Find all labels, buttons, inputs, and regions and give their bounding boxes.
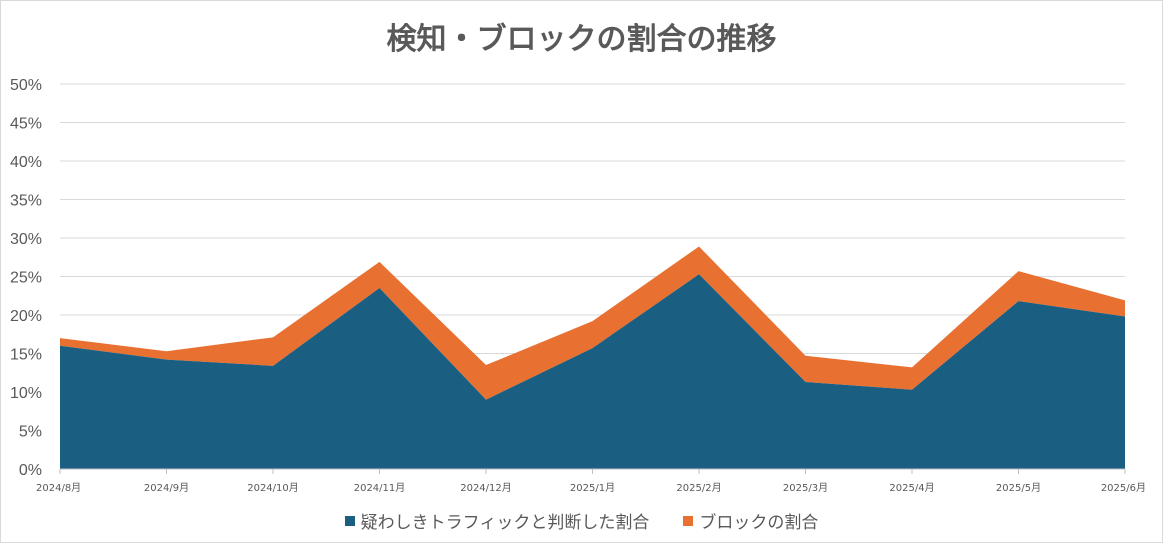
y-tick-label: 40%	[10, 154, 42, 171]
x-tick-label: 2025/5月	[996, 482, 1041, 494]
y-tick-label: 5%	[19, 424, 42, 441]
x-tick-label: 2024/12月	[460, 482, 512, 494]
area-series-block	[60, 246, 1125, 400]
x-tick-label: 2025/3月	[783, 482, 828, 494]
x-tick-label: 2024/8月	[36, 482, 81, 494]
y-tick-label: 0%	[19, 462, 42, 479]
x-tick-label: 2024/10月	[247, 482, 299, 494]
y-tick-label: 45%	[10, 116, 42, 133]
x-tick-label: 2024/11月	[354, 482, 406, 494]
legend-swatch-block	[683, 515, 694, 526]
area-series-suspicious	[60, 274, 1125, 469]
x-tick-label: 2025/6月	[1101, 482, 1146, 494]
y-tick-label: 35%	[10, 193, 42, 210]
y-tick-label: 10%	[10, 385, 42, 402]
x-tick-label: 2025/4月	[889, 482, 934, 494]
y-tick-label: 30%	[10, 231, 42, 248]
x-tick-label: 2025/1月	[570, 482, 615, 494]
legend-label-block: ブロックの割合	[699, 513, 819, 533]
y-tick-label: 15%	[10, 347, 42, 364]
legend-item-suspicious: 疑わしきトラフィックと判断した割合	[344, 508, 650, 533]
chart-title: 検知・ブロックの割合の推移	[386, 22, 777, 57]
x-tick-label: 2025/2月	[676, 482, 721, 494]
y-tick-label: 50%	[10, 77, 42, 94]
y-tick-label: 25%	[10, 270, 42, 287]
legend: 疑わしきトラフィックと判断した割合 ブロックの割合	[0, 508, 1163, 533]
legend-swatch-suspicious	[344, 515, 355, 526]
y-tick-label: 20%	[10, 308, 42, 325]
legend-item-block: ブロックの割合	[683, 508, 818, 533]
legend-label-suspicious: 疑わしきトラフィックと判断した割合	[360, 513, 650, 533]
x-tick-label: 2024/9月	[144, 482, 189, 494]
